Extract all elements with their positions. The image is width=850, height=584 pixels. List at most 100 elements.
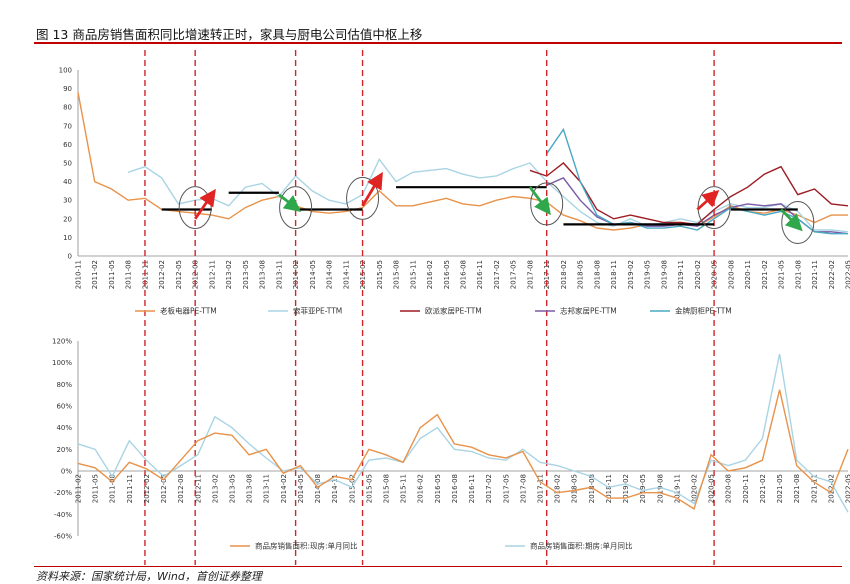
x-tick-label: 2019-02: [622, 474, 630, 503]
legend-label: 欧派家居PE-TTM: [425, 306, 482, 316]
x-tick-label: 2015-05: [365, 474, 373, 503]
footer-rule: [34, 566, 842, 567]
x-tick-label: 2017-08: [519, 474, 527, 503]
y-tick-label: 100: [59, 67, 72, 75]
x-tick-label: 2012-08: [177, 474, 185, 503]
x-tick-label: 2012-11: [194, 474, 202, 503]
x-tick-label: 2012-02: [158, 260, 166, 289]
x-tick-label: 2012-05: [175, 260, 183, 289]
x-tick-label: 2016-05: [443, 260, 451, 289]
y-tick-label: 20: [63, 215, 72, 223]
x-tick-label: 2021-08: [794, 260, 802, 289]
x-tick-label: 2016-02: [426, 260, 434, 289]
x-tick-label: 2010-11: [75, 260, 83, 289]
x-tick-label: 2016-02: [417, 474, 425, 503]
x-tick-label: 2020-08: [725, 474, 733, 503]
y-tick-label: 60: [63, 141, 72, 149]
x-tick-label: 2015-05: [376, 260, 384, 289]
x-tick-label: 2018-11: [605, 474, 613, 503]
x-tick-label: 2021-11: [811, 260, 819, 289]
x-tick-label: 2014-08: [314, 474, 322, 503]
x-tick-label: 2015-11: [409, 260, 417, 289]
x-tick-label: 2020-02: [694, 260, 702, 289]
x-tick-label: 2011-08: [125, 260, 133, 289]
x-tick-label: 2013-02: [211, 474, 219, 503]
x-tick-label: 2017-05: [510, 260, 518, 289]
x-tick-label: 2013-11: [263, 474, 271, 503]
x-tick-label: 2021-05: [776, 474, 784, 503]
x-tick-label: 2013-11: [275, 260, 283, 289]
y-tick-label: 80: [63, 104, 72, 112]
x-tick-label: 2016-05: [434, 474, 442, 503]
x-tick-label: 2018-05: [577, 260, 585, 289]
x-tick-label: 2013-05: [229, 474, 237, 503]
x-tick-label: 2013-08: [259, 260, 267, 289]
y-tick-label: -60%: [54, 533, 72, 541]
x-tick-label: 2020-11: [744, 260, 752, 289]
x-tick-label: 2012-11: [208, 260, 216, 289]
x-tick-label: 2016-08: [451, 474, 459, 503]
x-tick-label: 2019-02: [627, 260, 635, 289]
x-tick-label: 2013-05: [242, 260, 250, 289]
x-tick-label: 2018-02: [560, 260, 568, 289]
x-tick-label: 2017-02: [485, 474, 493, 503]
x-tick-label: 2016-11: [468, 474, 476, 503]
y-tick-label: 20%: [56, 446, 72, 454]
x-tick-label: 2018-11: [610, 260, 618, 289]
y-tick-label: -20%: [54, 489, 72, 497]
y-tick-label: 40%: [56, 424, 72, 432]
legend-label: 金牌厨柜PE-TTM: [675, 306, 732, 316]
bottom-chart-sales-area-yoy: -60%-40%-20%0%20%40%60%80%100%120%2011-0…: [52, 338, 850, 551]
x-tick-label: 2022-05: [845, 260, 850, 289]
x-tick-label: 2013-02: [225, 260, 233, 289]
y-tick-label: -40%: [54, 511, 72, 519]
y-tick-label: 40: [63, 178, 72, 186]
x-tick-label: 2011-05: [92, 474, 100, 503]
legend-label: 老板电器PE-TTM: [160, 306, 217, 316]
x-tick-label: 2020-11: [742, 474, 750, 503]
y-tick-label: 70: [63, 122, 72, 130]
legend-label: 商品房销售面积:现房:单月同比: [255, 541, 358, 551]
y-tick-label: 90: [63, 85, 72, 93]
x-tick-label: 2014-11: [342, 260, 350, 289]
x-tick-label: 2014-05: [309, 260, 317, 289]
y-tick-label: 120%: [52, 338, 72, 346]
y-tick-label: 10: [63, 234, 72, 242]
highlight-circle: [782, 202, 814, 244]
x-tick-label: 2016-08: [460, 260, 468, 289]
x-tick-label: 2011-11: [126, 474, 134, 503]
x-tick-label: 2021-08: [793, 474, 801, 503]
x-tick-label: 2011-02: [75, 474, 83, 503]
x-tick-label: 2015-08: [383, 474, 391, 503]
arrow-down: [279, 195, 296, 208]
x-tick-label: 2014-08: [326, 260, 334, 289]
x-tick-label: 2022-02: [828, 260, 836, 289]
x-tick-label: 2015-11: [400, 474, 408, 503]
x-tick-label: 2020-05: [708, 474, 716, 503]
x-tick-label: 2019-11: [677, 260, 685, 289]
x-tick-label: 2018-05: [571, 474, 579, 503]
x-tick-label: 2011-05: [108, 260, 116, 289]
x-tick-label: 2018-08: [593, 260, 601, 289]
x-tick-label: 2014-05: [297, 474, 305, 503]
x-tick-label: 2021-05: [778, 260, 786, 289]
x-tick-label: 2019-05: [644, 260, 652, 289]
x-tick-label: 2020-08: [727, 260, 735, 289]
y-tick-label: 30: [63, 197, 72, 205]
y-tick-label: 50: [63, 160, 72, 168]
y-tick-label: 0: [68, 253, 72, 261]
arrow-up: [363, 178, 380, 206]
x-tick-label: 2017-05: [502, 474, 510, 503]
x-tick-label: 2019-08: [660, 260, 668, 289]
x-tick-label: 2011-02: [91, 260, 99, 289]
x-tick-label: 2021-02: [761, 260, 769, 289]
legend-label: 志邦家居PE-TTM: [560, 306, 617, 316]
y-tick-label: 60%: [56, 403, 72, 411]
x-tick-label: 2021-11: [810, 474, 818, 503]
x-tick-label: 2012-02: [143, 474, 151, 503]
series-line-2: [128, 159, 848, 232]
x-tick-label: 2018-02: [554, 474, 562, 503]
y-tick-label: 100%: [52, 359, 72, 367]
x-tick-label: 2017-02: [493, 260, 501, 289]
